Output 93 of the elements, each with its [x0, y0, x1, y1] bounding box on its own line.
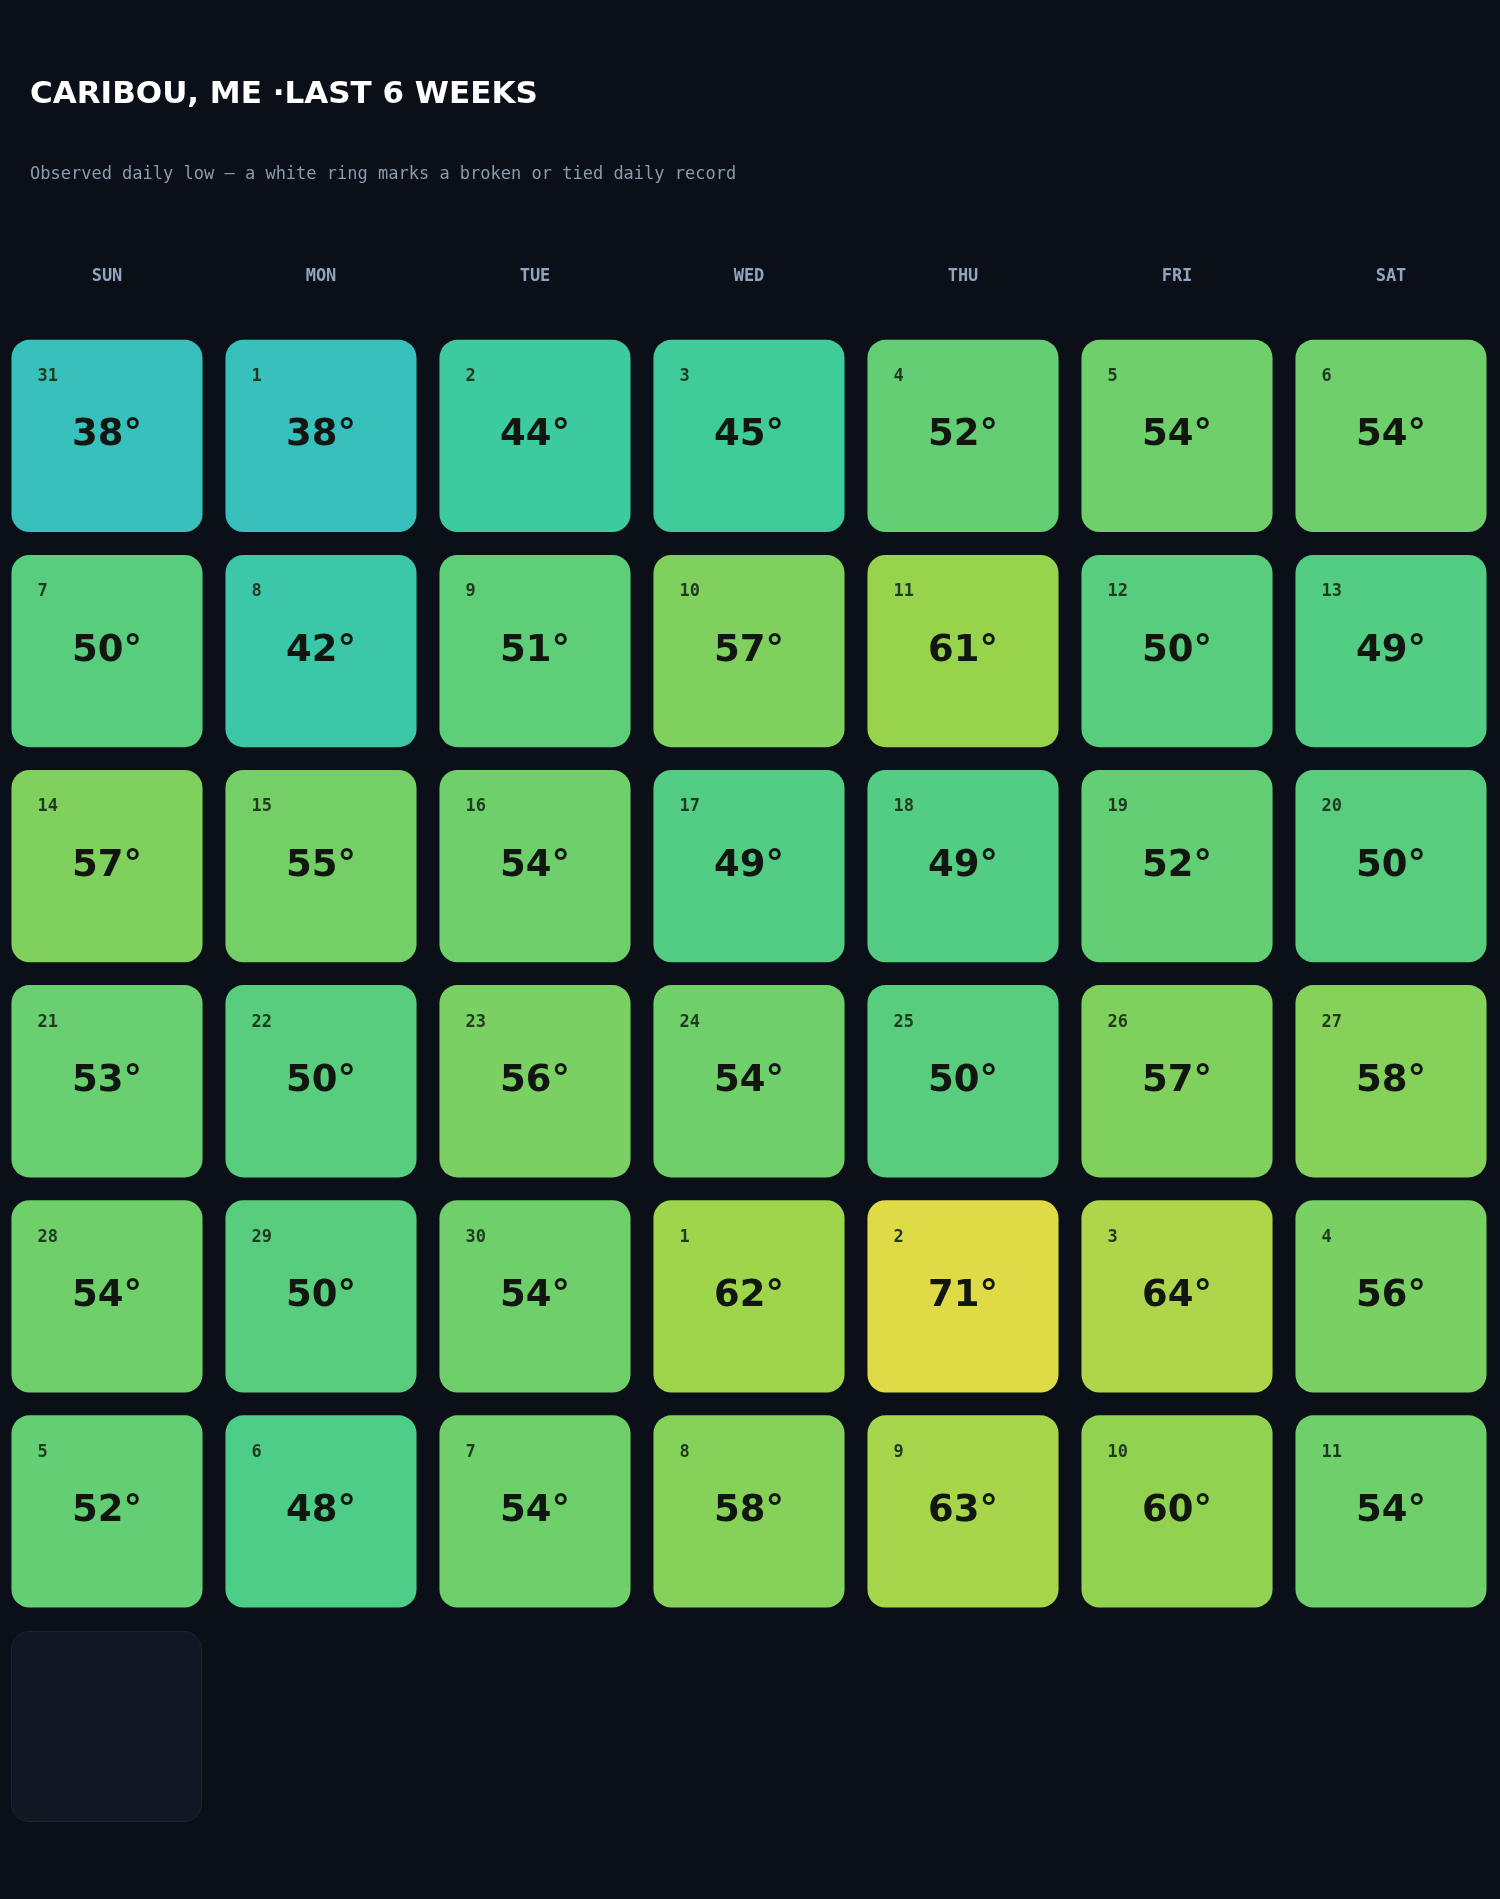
data-label: 49° [1356, 626, 1426, 670]
data-label: 53° [72, 1056, 142, 1100]
data-label: 48° [286, 1486, 356, 1530]
data-label: 54° [1356, 411, 1426, 455]
data-label: 44° [500, 411, 570, 455]
annotation: 2 [893, 1225, 904, 1246]
data-label: 50° [1142, 626, 1212, 670]
data-label: 49° [928, 841, 998, 885]
data-label: 54° [500, 1486, 570, 1530]
data-label: 54° [500, 841, 570, 885]
data-label: 50° [1356, 841, 1426, 885]
annotation: 1 [679, 1225, 690, 1246]
annotation: 17 [679, 795, 700, 816]
data-label: 50° [286, 1056, 356, 1100]
annotation: 14 [37, 795, 58, 816]
data-label: 54° [500, 1271, 570, 1315]
data-label: 58° [714, 1486, 784, 1530]
data-label: 54° [1356, 1486, 1426, 1530]
annotation: 15 [251, 795, 272, 816]
data-label: 54° [714, 1056, 784, 1100]
annotation: 21 [37, 1010, 58, 1031]
annotation: 31 [37, 365, 58, 386]
data-label: 45° [714, 411, 784, 455]
chart-subtitle: Observed daily low — a white ring marks a broken or tied daily record [30, 163, 737, 183]
annotation: 20 [1321, 795, 1342, 816]
annotation: 29 [251, 1225, 272, 1246]
annotation: 18 [893, 795, 914, 816]
annotation: 23 [465, 1010, 486, 1031]
x-tick-label: MON [305, 264, 337, 285]
annotation: 3 [679, 365, 690, 386]
data-label: 56° [1356, 1271, 1426, 1315]
annotation: 26 [1107, 1010, 1128, 1031]
annotation: 24 [679, 1010, 700, 1031]
annotation: 9 [465, 580, 476, 601]
annotation: 8 [679, 1440, 690, 1461]
annotation: 25 [893, 1010, 914, 1031]
data-label: 63° [928, 1486, 998, 1530]
data-label: 64° [1142, 1271, 1212, 1315]
data-label: 54° [1142, 411, 1212, 455]
annotation: 5 [37, 1440, 48, 1461]
annotation: 7 [465, 1440, 476, 1461]
data-label: 38° [72, 411, 142, 455]
annotation: 27 [1321, 1010, 1342, 1031]
data-label: 51° [500, 626, 570, 670]
data-label: 58° [1356, 1056, 1426, 1100]
annotation: 13 [1321, 580, 1342, 601]
annotation: 16 [465, 795, 486, 816]
data-label: 57° [72, 841, 142, 885]
data-label: 54° [72, 1271, 142, 1315]
x-tick-label: THU [947, 264, 979, 285]
annotation: 11 [1321, 1440, 1342, 1461]
annotation: 6 [251, 1440, 262, 1461]
data-label: 49° [714, 841, 784, 885]
annotation: 1 [251, 365, 262, 386]
data-label: 71° [928, 1271, 998, 1315]
data-label: 55° [286, 841, 356, 885]
annotation: 2 [465, 365, 476, 386]
annotation: 4 [1321, 1225, 1332, 1246]
annotation: 10 [1107, 1440, 1128, 1461]
data-label: 57° [714, 626, 784, 670]
x-tick-label: SAT [1375, 264, 1407, 285]
chart-title: CARIBOU, ME ·LAST 6 WEEKS [30, 74, 538, 110]
annotation: 11 [893, 580, 914, 601]
x-tick-label: SUN [91, 264, 123, 285]
data-label: 50° [928, 1056, 998, 1100]
data-label: 42° [286, 626, 356, 670]
data-label: 57° [1142, 1056, 1212, 1100]
annotation: 10 [679, 580, 700, 601]
x-tick-label: FRI [1161, 264, 1193, 285]
annotation: 3 [1107, 1225, 1118, 1246]
annotation: 7 [37, 580, 48, 601]
annotation: 19 [1107, 795, 1128, 816]
data-label: 61° [928, 626, 998, 670]
data-label: 56° [500, 1056, 570, 1100]
annotation: 4 [893, 365, 904, 386]
annotation: 8 [251, 580, 262, 601]
data-label: 52° [72, 1486, 142, 1530]
data-label: 52° [1142, 841, 1212, 885]
data-label: 62° [714, 1271, 784, 1315]
data-label: 60° [1142, 1486, 1212, 1530]
annotation: 5 [1107, 365, 1118, 386]
data-label: 50° [72, 626, 142, 670]
annotation: 28 [37, 1225, 58, 1246]
annotation: 12 [1107, 580, 1128, 601]
data-label: 38° [286, 411, 356, 455]
data-label: 52° [928, 411, 998, 455]
annotation: 30 [465, 1225, 486, 1246]
x-tick-label: WED [733, 264, 765, 285]
data-label: 50° [286, 1271, 356, 1315]
annotation: 9 [893, 1440, 904, 1461]
annotation: 22 [251, 1010, 272, 1031]
annotation: 6 [1321, 365, 1332, 386]
x-tick-label: TUE [519, 264, 551, 285]
